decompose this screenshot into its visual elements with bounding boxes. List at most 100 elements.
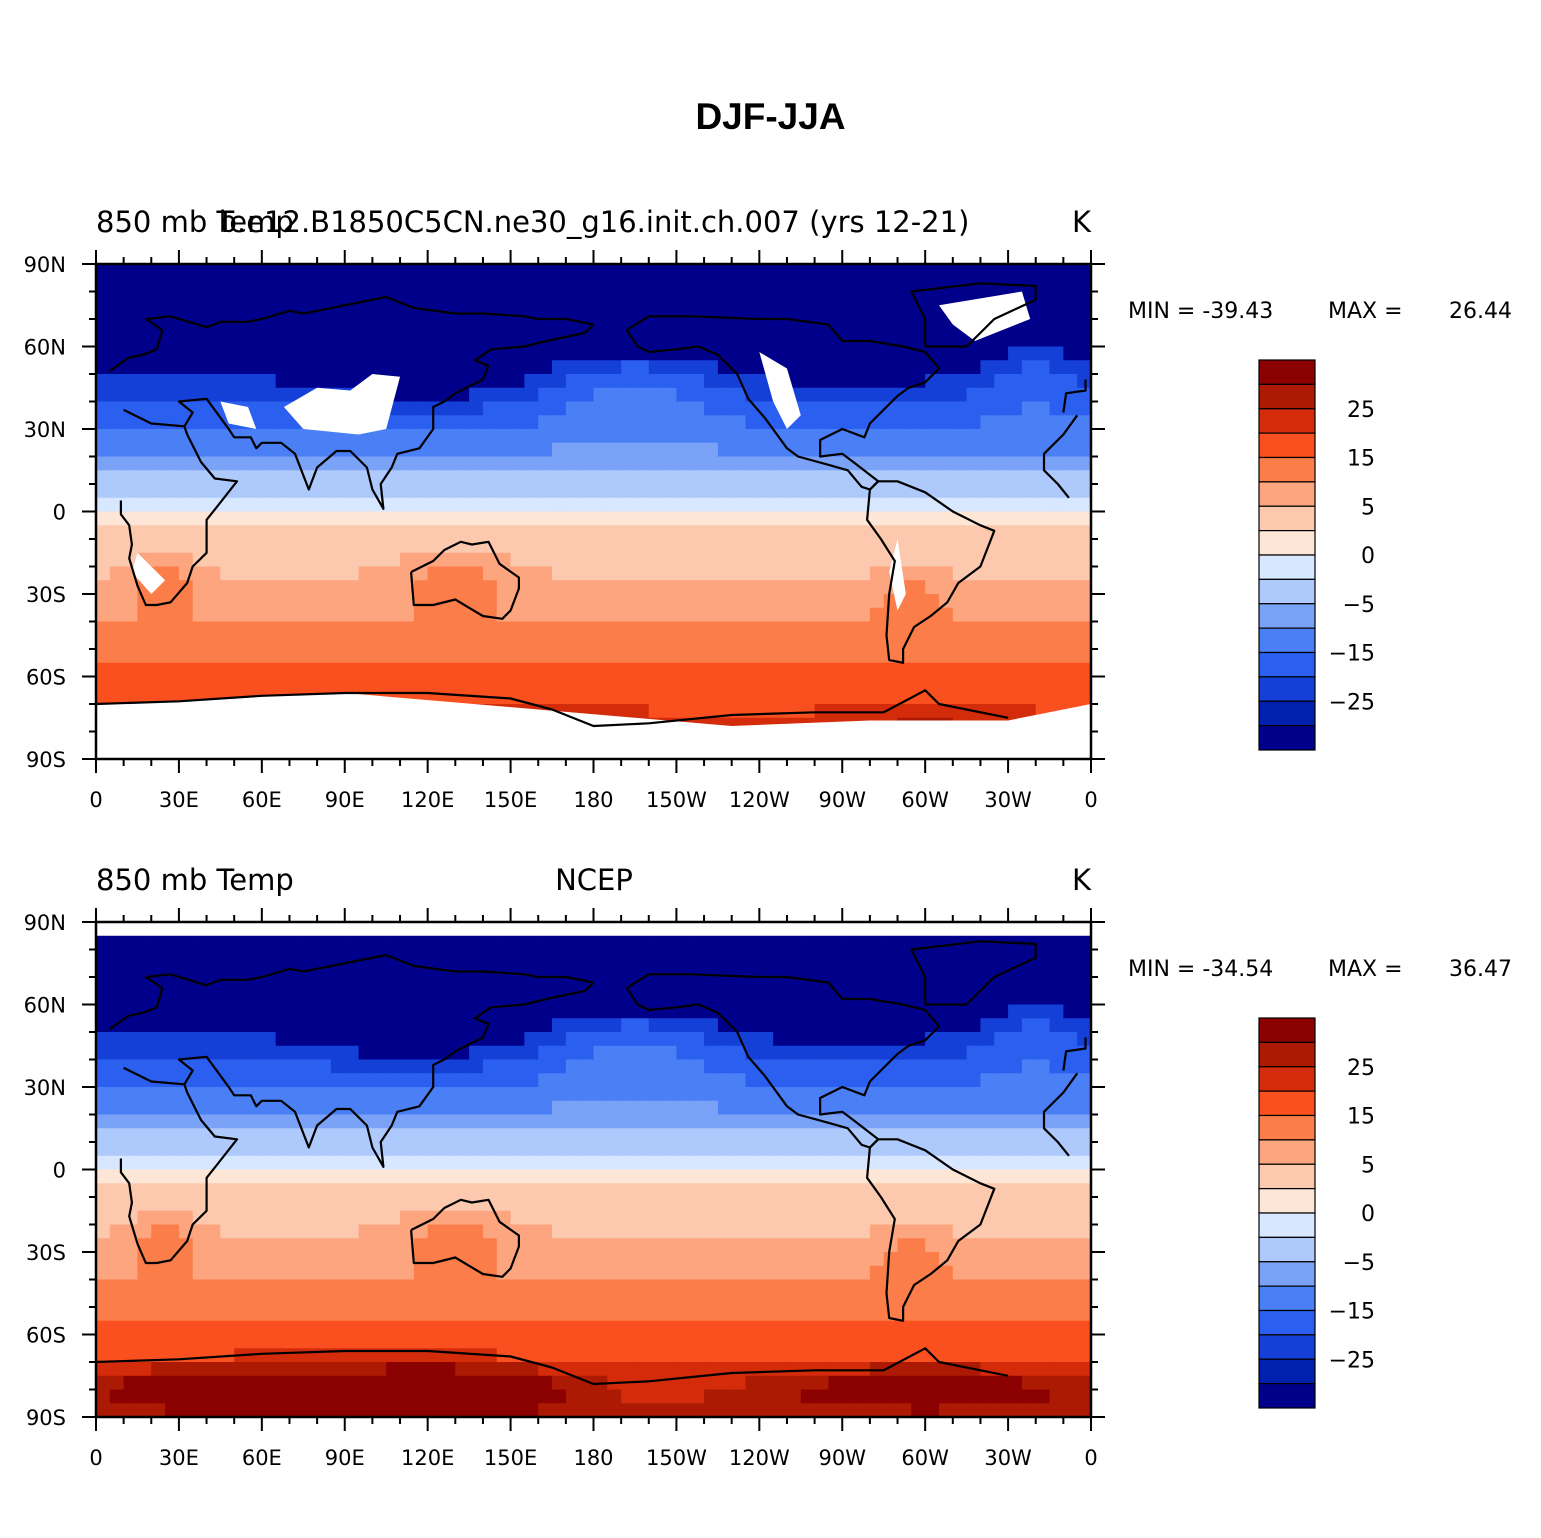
colorbar-tick-label: 25 — [1347, 398, 1375, 423]
panel-model: 0 30E 60E 90E 120E 150E 180 150W 120W 90W 60W 30W 09… — [24, 205, 1512, 812]
colorbar-tick-label: 15 — [1347, 1105, 1375, 1130]
panel-units: K — [1072, 863, 1092, 897]
colorbar-box — [1258, 1212, 1316, 1238]
colorbar-box — [1258, 676, 1316, 702]
colorbar-box — [1258, 1334, 1316, 1360]
colorbar-box — [1258, 1285, 1316, 1312]
colorbar-tick-label: −5 — [1343, 593, 1375, 618]
x-tick-label: 120E — [401, 1446, 454, 1470]
colorbar: 25 15 5 0 −5 −15 −25 — [1258, 1017, 1375, 1409]
min-value-label: MIN = -39.43 — [1128, 299, 1273, 324]
x-tick-label: 0 — [89, 788, 102, 812]
axis-ticks — [82, 908, 1105, 1431]
x-tick-label: 60E — [242, 1446, 282, 1470]
colorbar-box — [1258, 1383, 1316, 1409]
colorbar-box — [1258, 700, 1316, 727]
colorbar-tick-label: 25 — [1347, 1056, 1375, 1081]
colorbar-tick-label: −15 — [1329, 1300, 1375, 1325]
colorbar-box — [1258, 456, 1316, 483]
x-tick-label: 90E — [325, 1446, 365, 1470]
x-tick-label: 180 — [573, 788, 613, 812]
colorbar-box — [1258, 1139, 1316, 1165]
colorbar-box — [1258, 1261, 1316, 1287]
max-label: MAX = — [1328, 957, 1403, 982]
colorbar-box — [1258, 627, 1316, 654]
colorbar-box — [1258, 359, 1316, 385]
y-tick-label: 60S — [26, 1324, 66, 1348]
y-tick-label: 30N — [24, 1076, 66, 1100]
colorbar-tick-label: 0 — [1361, 1202, 1375, 1227]
colorbar-box — [1258, 481, 1316, 507]
x-tick-label: 120W — [729, 788, 790, 812]
x-tick-label: 90W — [819, 788, 867, 812]
colorbar-box — [1258, 408, 1316, 434]
colorbar-box — [1258, 1188, 1316, 1214]
x-tick-label: 0 — [89, 1446, 102, 1470]
x-tick-label: 30W — [984, 1446, 1032, 1470]
panel-left-title: 850 mb Temp — [96, 205, 294, 239]
y-tick-label: 0 — [53, 1159, 66, 1183]
colorbar-box — [1258, 578, 1316, 605]
y-tick-label: 60N — [24, 336, 66, 360]
colorbar-box — [1258, 1236, 1316, 1263]
max-label: MAX = — [1328, 299, 1403, 324]
colorbar-box — [1258, 383, 1316, 410]
axis-ticks — [82, 250, 1105, 773]
x-tick-label: 120E — [401, 788, 454, 812]
colorbar-tick-label: −15 — [1329, 642, 1375, 667]
y-tick-label: 90S — [26, 1406, 66, 1430]
colorbar-box — [1258, 603, 1316, 629]
x-tick-label: 150E — [484, 788, 537, 812]
colorbar-box — [1258, 432, 1316, 459]
colorbar-box — [1258, 725, 1316, 751]
colorbar: 25 15 5 0 −5 −15 −25 — [1258, 359, 1375, 751]
colorbar-box — [1258, 1017, 1316, 1043]
figure-title: DJF-JJA — [695, 96, 846, 137]
colorbar-tick-label: −25 — [1329, 1348, 1375, 1373]
y-tick-label: 60S — [26, 666, 66, 690]
colorbar-box — [1258, 1090, 1316, 1117]
y-tick-label: 30S — [26, 583, 66, 607]
x-tick-label: 30E — [159, 788, 199, 812]
colorbar-box — [1258, 1041, 1316, 1068]
x-tick-label: 150W — [646, 1446, 707, 1470]
colorbar-tick-label: 15 — [1347, 447, 1375, 472]
coastlines — [95, 940, 1087, 1386]
colorbar-tick-label: 5 — [1361, 1153, 1375, 1178]
colorbar-tick-label: −25 — [1329, 690, 1375, 715]
colorbar-box — [1258, 651, 1316, 678]
y-tick-label: 30S — [26, 1241, 66, 1265]
colorbar-box — [1258, 1358, 1316, 1385]
y-tick-label: 90N — [24, 911, 66, 935]
x-tick-label: 150E — [484, 1446, 537, 1470]
x-tick-label: 0 — [1084, 788, 1097, 812]
panel-center-title: NCEP — [555, 863, 633, 897]
y-tick-label: 30N — [24, 418, 66, 442]
x-tick-label: 180 — [573, 1446, 613, 1470]
panel-center-title: b.e12.B1850C5CN.ne30_g16.init.ch.007 (yr… — [219, 205, 970, 239]
colorbar-tick-label: 5 — [1361, 495, 1375, 520]
colorbar-box — [1258, 1066, 1316, 1092]
y-tick-label: 0 — [53, 501, 66, 525]
field-cells — [96, 922, 1092, 1418]
min-value-label: MIN = -34.54 — [1128, 957, 1273, 982]
colorbar-box — [1258, 1114, 1316, 1141]
y-tick-label: 90N — [24, 253, 66, 277]
max-value-label: 36.47 — [1449, 957, 1512, 982]
x-tick-label: 60E — [242, 788, 282, 812]
x-tick-label: 60W — [901, 1446, 949, 1470]
coastlines — [95, 282, 1087, 728]
x-tick-label: 30E — [159, 1446, 199, 1470]
colorbar-box — [1258, 554, 1316, 580]
panel-left-title: 850 mb Temp — [96, 863, 294, 897]
colorbar-box — [1258, 1309, 1316, 1336]
x-tick-label: 0 — [1084, 1446, 1097, 1470]
x-tick-label: 90W — [819, 1446, 867, 1470]
colorbar-box — [1258, 530, 1316, 556]
y-tick-label: 90S — [26, 748, 66, 772]
max-value-label: 26.44 — [1449, 299, 1512, 324]
field-cells — [96, 264, 1092, 760]
panel-units: K — [1072, 205, 1092, 239]
x-tick-label: 90E — [325, 788, 365, 812]
